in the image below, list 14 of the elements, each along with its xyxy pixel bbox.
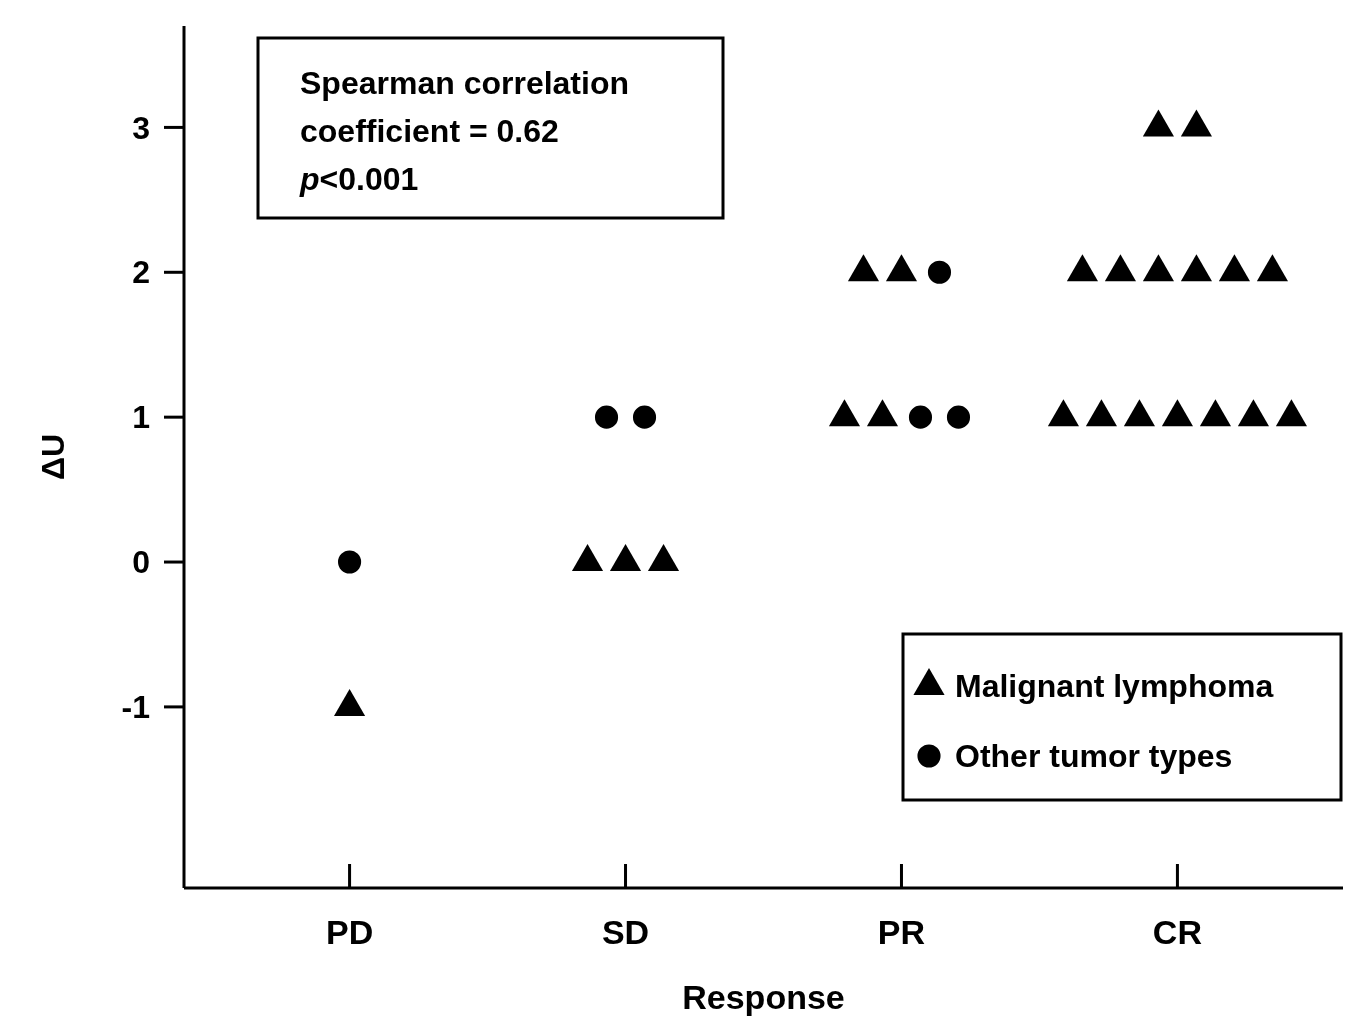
x-tick-label: CR xyxy=(1152,913,1202,951)
annotation: p<0.001 xyxy=(299,161,419,197)
x-axis-title: Response xyxy=(682,978,845,1016)
x-tick-label: PD xyxy=(325,913,374,951)
legend-label: Other tumor types xyxy=(955,738,1233,775)
x-tick-label: SD xyxy=(601,913,650,951)
y-tick-label: 2 xyxy=(132,254,150,291)
x-tick-label: PR xyxy=(877,913,926,951)
y-tick-label: -1 xyxy=(121,689,150,726)
y-tick-label: 1 xyxy=(132,399,150,436)
y-tick-label: 3 xyxy=(132,109,150,146)
y-tick-label: 0 xyxy=(132,544,150,581)
legend-label: Malignant lymphoma xyxy=(955,668,1274,705)
y-axis-title: ΔU xyxy=(35,433,71,481)
